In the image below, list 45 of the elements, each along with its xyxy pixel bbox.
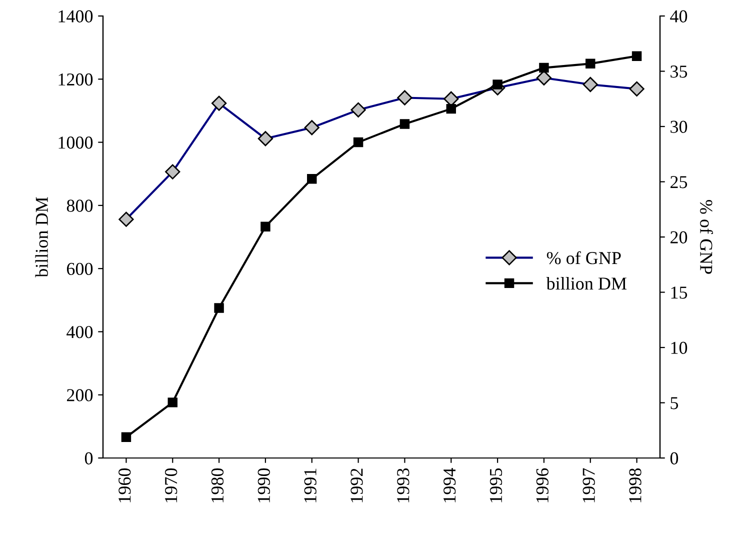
- point: [539, 62, 549, 73]
- x-tick-label: 1993: [397, 468, 410, 502]
- point: [400, 119, 410, 129]
- point: [121, 432, 132, 442]
- x-tick-label: 1990: [258, 468, 270, 502]
- x-tick-label: 1994: [444, 468, 456, 502]
- y2-tick-label: 40: [670, 10, 688, 22]
- y-tick-label: 200: [66, 389, 93, 402]
- x-tick-label: 1991: [304, 468, 316, 502]
- y2-tick-label: 25: [670, 176, 688, 188]
- point: [214, 303, 224, 313]
- legend-label: % of GNP: [546, 251, 621, 264]
- y2-tick-label: 10: [671, 342, 688, 354]
- point: [307, 174, 317, 184]
- y-tick-label: 1200: [58, 73, 93, 86]
- y2-tick-label: 35: [670, 66, 688, 78]
- point: [353, 137, 364, 148]
- x-tick-label: 1960: [118, 468, 131, 502]
- x-tick-label: 1995: [490, 468, 502, 502]
- y-tick-label: 600: [66, 262, 93, 276]
- x-tick-label: 1997: [582, 468, 595, 502]
- point: [632, 51, 642, 61]
- legend-label: billion DM: [546, 276, 627, 290]
- x-tick-label: 1992: [350, 468, 363, 502]
- y2-tick-label: 30: [670, 120, 688, 133]
- y-tick-label: 1400: [58, 10, 93, 22]
- y-tick-label: 0: [84, 452, 93, 464]
- point: [446, 104, 456, 114]
- y2-tick-label: 0: [670, 452, 678, 464]
- y-axis-title: billion DM: [35, 197, 48, 278]
- x-tick-label: 1996: [536, 468, 548, 502]
- point: [586, 58, 596, 69]
- x-tick-label: 1998: [629, 468, 642, 502]
- x-tick-label: 1970: [164, 468, 178, 502]
- y2-axis-title: % of GNP: [700, 200, 713, 274]
- point: [168, 398, 178, 408]
- point: [260, 222, 270, 232]
- y-tick-label: 400: [66, 326, 93, 338]
- y-tick-label: 1000: [58, 136, 93, 149]
- y-tick-label: 800: [66, 200, 93, 212]
- y2-tick-label: 5: [670, 397, 678, 410]
- x-tick-label: 1980: [211, 468, 224, 502]
- y2-tick-label: 20: [670, 231, 688, 244]
- point: [492, 80, 502, 90]
- y2-tick-label: 15: [671, 286, 688, 299]
